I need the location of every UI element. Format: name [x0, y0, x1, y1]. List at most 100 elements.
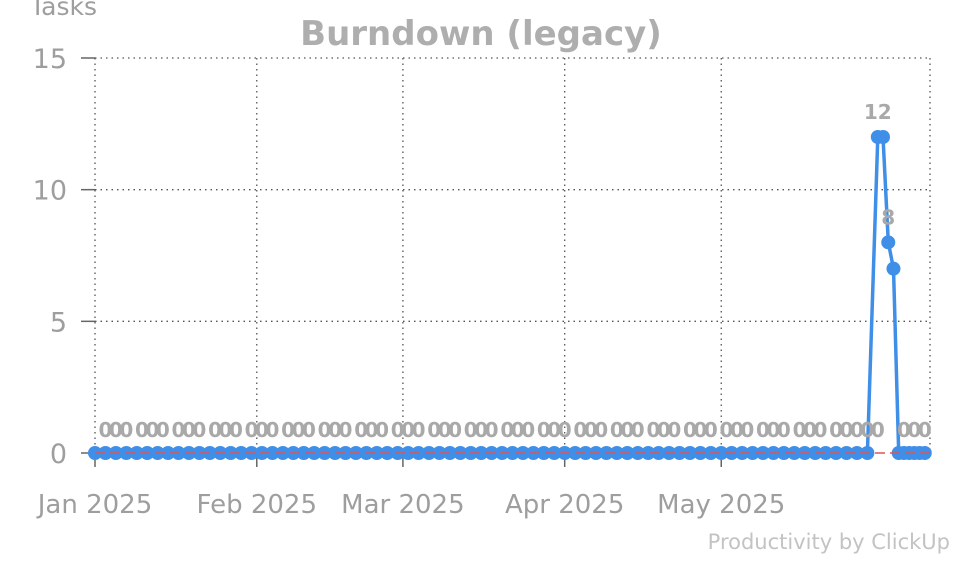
data-point: [776, 446, 791, 460]
data-label: 0: [907, 418, 921, 442]
data-label: 0: [474, 418, 488, 442]
data-point: [401, 446, 416, 460]
data-label: 0: [391, 418, 405, 442]
data-point: [369, 446, 384, 460]
data-point: [714, 446, 729, 460]
data-label: 0: [803, 418, 817, 442]
x-tick-label: Apr 2025: [505, 490, 624, 520]
data-point: [876, 130, 891, 144]
data-label: 0: [594, 418, 608, 442]
x-tick-label: May 2025: [657, 490, 785, 520]
data-label: 0: [229, 418, 243, 442]
y-tick-label: 10: [33, 176, 67, 207]
data-label: 0: [521, 418, 535, 442]
x-tick-label: Mar 2025: [341, 490, 465, 520]
data-label: 0: [829, 418, 843, 442]
data-label: 0: [182, 418, 196, 442]
data-point: [886, 261, 901, 276]
y-tick-label: 0: [50, 439, 67, 470]
data-label: 0: [547, 418, 561, 442]
data-label: 0: [793, 418, 807, 442]
data-label: 0: [500, 418, 514, 442]
data-point: [296, 446, 311, 460]
data-label: 0: [573, 418, 587, 442]
data-point: [129, 446, 144, 460]
data-point: [849, 446, 864, 460]
series-line: [95, 135, 925, 455]
data-label: 0: [730, 418, 744, 442]
data-label: 0: [328, 418, 342, 442]
x-tick-label: Jan 2025: [36, 490, 153, 520]
data-label: 0: [631, 418, 645, 442]
data-label: 0: [265, 418, 279, 442]
data-label: 0: [192, 418, 206, 442]
data-label: 0: [219, 418, 233, 442]
data-label: 0: [646, 418, 660, 442]
data-label: 0: [657, 418, 671, 442]
data-label: 0: [485, 418, 499, 442]
data-label: 0: [777, 418, 791, 442]
data-point: [161, 446, 176, 460]
data-label: 0: [281, 418, 295, 442]
data-point: [536, 446, 551, 460]
data-label: 0: [292, 418, 306, 442]
data-label: 0: [438, 418, 452, 442]
data-label: 0: [427, 418, 441, 442]
data-label: 0: [354, 418, 368, 442]
data-label: 0: [584, 418, 598, 442]
data-label: 0: [766, 418, 780, 442]
data-label: 0: [302, 418, 316, 442]
chart-title: Burndown (legacy): [300, 14, 662, 54]
data-label: 0: [620, 418, 634, 442]
data-label: 0: [401, 418, 415, 442]
data-label: 0: [464, 418, 478, 442]
data-label: 0: [897, 418, 911, 442]
data-point: [578, 446, 593, 460]
data-label: 0: [255, 418, 269, 442]
data-label: 0: [918, 418, 932, 442]
data-label: 0: [172, 418, 186, 442]
data-label: 0: [245, 418, 259, 442]
data-label: 0: [412, 418, 426, 442]
data-label: 0: [720, 418, 734, 442]
data-label: 0: [375, 418, 389, 442]
data-point: [609, 446, 624, 460]
data-label: 0: [558, 418, 572, 442]
data-point: [474, 446, 489, 460]
data-label: 8: [881, 205, 895, 229]
data-point: [338, 446, 353, 460]
x-tick-label: Feb 2025: [197, 490, 317, 520]
data-label: 12: [864, 100, 892, 124]
data-label: 0: [667, 418, 681, 442]
credit-text: Productivity by ClickUp: [707, 530, 950, 554]
data-point: [192, 446, 207, 460]
data-point: [98, 446, 113, 460]
data-point: [641, 446, 656, 460]
data-label: 0: [813, 418, 827, 442]
data-label: 0: [693, 418, 707, 442]
data-label: 0: [135, 418, 149, 442]
data-label: 0: [145, 418, 159, 442]
data-label: 0: [448, 418, 462, 442]
data-label: 0: [208, 418, 222, 442]
data-label: 0: [850, 418, 864, 442]
data-label: 0: [119, 418, 133, 442]
y-axis-label: Tasks: [30, 0, 97, 21]
data-label: 0: [740, 418, 754, 442]
data-point: [818, 446, 833, 460]
data-label: 0: [156, 418, 170, 442]
data-label: 0: [537, 418, 551, 442]
data-point: [234, 446, 249, 460]
data-point: [745, 446, 760, 460]
data-label: 0: [860, 418, 874, 442]
data-label: 0: [704, 418, 718, 442]
data-point: [881, 235, 896, 250]
data-point: [505, 446, 520, 460]
y-tick-label: 5: [50, 307, 67, 338]
data-point: [265, 446, 280, 460]
data-label: 0: [511, 418, 525, 442]
y-tick-label: 15: [33, 44, 67, 75]
data-point: [672, 446, 687, 460]
